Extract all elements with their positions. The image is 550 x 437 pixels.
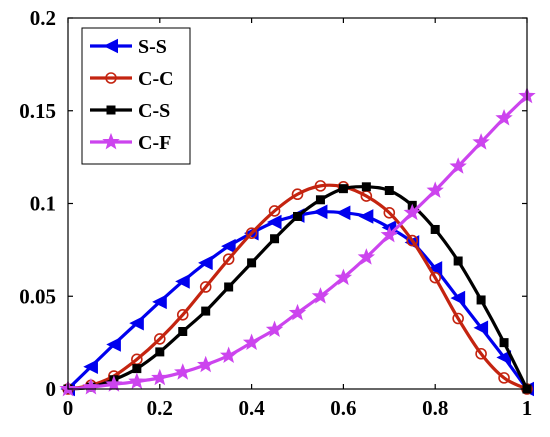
y-tick-label: 0	[46, 377, 57, 401]
data-point-c-s-16	[430, 224, 440, 234]
data-point-c-s-13	[361, 182, 371, 192]
y-tick-label: 0.05	[19, 284, 56, 308]
data-point-c-f-16	[426, 181, 444, 198]
x-tick-label: 0.4	[238, 396, 265, 420]
data-point-c-s-10	[293, 211, 302, 221]
data-point-s-s-18	[473, 320, 489, 336]
data-point-c-s-17	[453, 256, 463, 266]
data-point-c-c-16	[429, 271, 442, 284]
data-point-c-c-17	[452, 312, 464, 325]
legend-entry-c-f: C-F	[90, 132, 171, 154]
y-tick-label: 0.1	[30, 192, 56, 216]
legend-marker-c-c	[105, 72, 117, 84]
data-point-c-c-8	[245, 227, 258, 239]
data-point-c-f-5	[174, 363, 192, 380]
y-tick-label: 0.15	[19, 99, 56, 123]
data-point-c-f-9	[265, 320, 284, 338]
data-point-c-s-8	[247, 258, 257, 268]
data-point-c-s-14	[384, 186, 394, 196]
data-point-c-f-2	[105, 375, 123, 392]
data-point-c-f-19	[495, 109, 513, 126]
data-point-c-c-9	[268, 205, 281, 217]
data-point-c-c-4	[154, 333, 166, 345]
data-point-c-c-14	[383, 206, 396, 219]
data-point-c-f-11	[311, 287, 330, 304]
data-point-c-s-4	[155, 347, 165, 357]
data-point-c-c-18	[475, 347, 487, 360]
data-point-c-s-6	[201, 306, 211, 316]
data-point-c-f-1	[82, 378, 100, 395]
x-tick-label: 0.2	[147, 396, 173, 420]
data-point-c-s-12	[338, 184, 348, 194]
legend-marker-c-s	[106, 105, 116, 115]
data-point-c-c-11	[314, 180, 327, 192]
legend-entry-s-s: S-S	[90, 36, 167, 58]
data-point-c-f-7	[219, 346, 238, 363]
data-point-c-f-12	[334, 268, 353, 286]
series-c-f	[59, 86, 536, 397]
data-point-c-f-3	[128, 372, 146, 389]
data-point-c-s-5	[178, 326, 188, 336]
legend-box	[81, 27, 191, 165]
series-line-c-c	[67, 183, 528, 391]
data-point-c-f-14	[380, 225, 398, 243]
data-point-c-c-19	[498, 372, 510, 384]
data-point-c-f-13	[357, 248, 376, 265]
data-point-c-f-6	[197, 355, 215, 373]
data-point-c-f-4	[151, 368, 169, 386]
axes: 0 0.2 0.4 0.6 0.8 1 0 0.05 0.1 0.15 0.2	[19, 6, 532, 420]
x-tick-label: 1	[522, 396, 533, 420]
data-point-c-f-10	[288, 303, 307, 321]
data-point-c-c-5	[176, 308, 189, 321]
plot-area	[59, 86, 536, 397]
data-point-s-s-1	[83, 359, 98, 375]
legend-entry-c-c: C-C	[90, 68, 174, 90]
data-point-c-f-18	[472, 133, 490, 150]
data-point-c-f-8	[242, 333, 261, 351]
legend-label-c-f: C-F	[138, 132, 171, 154]
legend: S-S C-C C-S C-F	[81, 27, 191, 165]
data-point-s-s-11	[312, 204, 328, 220]
data-point-c-f-15	[403, 203, 421, 221]
data-point-s-s-4	[152, 294, 167, 310]
data-point-c-f-17	[449, 157, 467, 174]
data-point-s-s-7	[221, 238, 236, 254]
data-point-c-s-9	[270, 234, 280, 244]
legend-entry-c-s: C-S	[90, 100, 170, 122]
data-point-s-s-6	[198, 255, 213, 271]
data-point-s-s-16	[427, 261, 443, 276]
x-tick-label: 0.6	[330, 396, 356, 420]
legend-marker-c-f	[102, 132, 120, 150]
data-point-s-s-12	[335, 205, 351, 221]
data-point-c-c-10	[291, 188, 304, 201]
data-point-c-s-7	[224, 282, 234, 292]
data-point-c-c-7	[222, 253, 235, 265]
data-point-c-c-6	[199, 281, 212, 293]
legend-label-c-s: C-S	[138, 100, 170, 122]
data-point-c-s-19	[499, 338, 509, 348]
data-point-s-s-13	[358, 209, 374, 224]
series-s-s	[60, 204, 534, 397]
legend-marker-s-s	[103, 38, 118, 54]
data-point-c-s-3	[132, 364, 142, 374]
x-tick-label: 0	[63, 396, 74, 420]
data-point-c-s-11	[315, 195, 325, 205]
data-point-c-s-18	[476, 295, 486, 305]
data-point-s-s-5	[175, 274, 190, 289]
data-point-s-s-3	[129, 315, 144, 331]
data-point-s-s-9	[266, 214, 282, 230]
data-point-s-s-2	[106, 337, 121, 352]
y-tick-label: 0.2	[30, 6, 56, 30]
x-tick-label: 0.8	[422, 396, 448, 420]
data-point-s-s-17	[450, 290, 466, 306]
legend-label-s-s: S-S	[138, 36, 167, 58]
legend-label-c-c: C-C	[138, 68, 174, 90]
data-point-c-c-15	[406, 234, 419, 247]
